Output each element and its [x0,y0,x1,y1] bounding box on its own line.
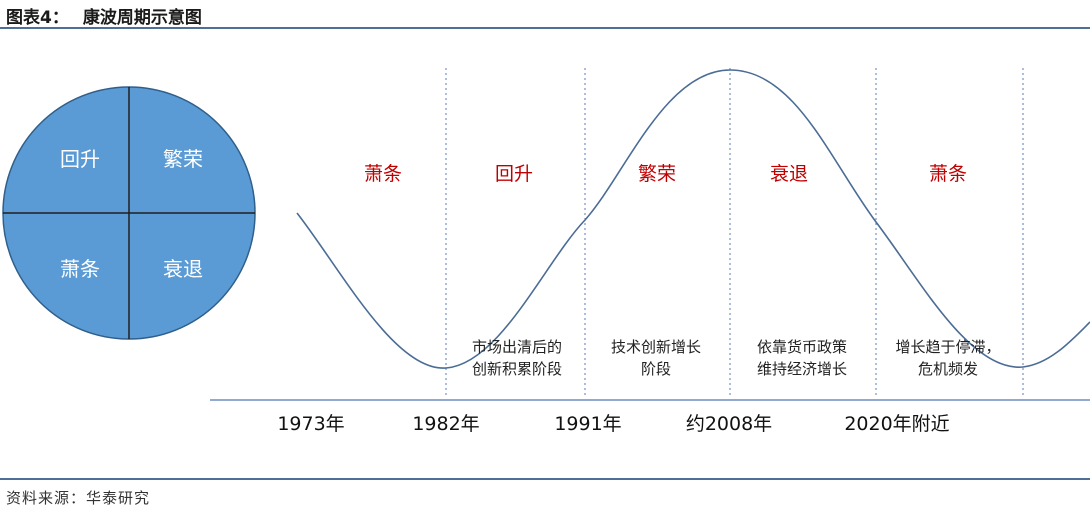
desc-depression-line-1: 增长趋于停滞， [895,338,1000,356]
phase-label-prosperity: 繁荣 [638,163,676,185]
quadrant-prosperity: 繁荣 [163,147,203,171]
source-note: 资料来源：华泰研究 [6,489,151,507]
year-label-1982: 1982年 [412,413,479,435]
year-label-2008: 约2008年 [686,413,772,435]
phase-label-recovery: 回升 [495,163,533,185]
phase-label-depression-1: 萧条 [364,163,402,185]
desc-recovery-line-1: 市场出清后的 [472,338,562,356]
phase-separators [445,68,1024,398]
desc-recession-line-2: 维持经济增长 [757,360,847,378]
figure-title: 图表4： 康波周期示意图 [6,3,202,28]
kondratieff-wave [296,69,1090,369]
quadrant-recovery: 回升 [60,147,100,171]
desc-prosperity-line-1: 技术创新增长 [611,338,701,356]
year-label-1973: 1973年 [277,413,344,435]
quadrant-depression: 萧条 [60,257,100,281]
year-label-2020: 2020年附近 [844,413,949,435]
year-label-1991: 1991年 [554,413,621,435]
desc-recession-line-1: 依靠货币政策 [757,338,847,356]
phase-label-depression-2: 萧条 [929,163,967,185]
top-rule [0,27,1090,29]
quadrant-recession: 衰退 [163,257,203,281]
figure-name: 康波周期示意图 [82,8,202,28]
bottom-rule [0,478,1090,480]
desc-recovery-line-2: 创新积累阶段 [472,360,562,378]
figure-label: 图表4： [6,8,69,28]
desc-prosperity-line-2: 阶段 [641,360,671,378]
desc-depression-line-2: 危机频发 [918,360,978,378]
phase-label-recession: 衰退 [770,163,808,185]
